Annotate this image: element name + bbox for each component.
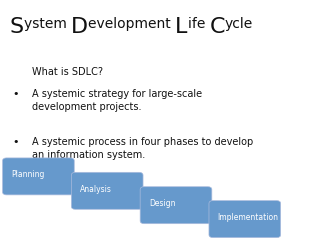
Text: D: D: [71, 17, 88, 37]
Text: •: •: [13, 137, 19, 147]
Text: ystem: ystem: [24, 17, 71, 31]
Text: Analysis: Analysis: [80, 185, 112, 194]
FancyBboxPatch shape: [71, 172, 143, 209]
Text: C: C: [209, 17, 225, 37]
Text: Design: Design: [149, 199, 175, 208]
FancyBboxPatch shape: [209, 201, 281, 238]
FancyBboxPatch shape: [140, 187, 212, 224]
Text: evelopment: evelopment: [88, 17, 175, 31]
FancyBboxPatch shape: [3, 158, 74, 195]
Text: What is SDLC?: What is SDLC?: [32, 67, 103, 77]
Text: ife: ife: [188, 17, 209, 31]
Text: L: L: [175, 17, 188, 37]
Text: S: S: [10, 17, 24, 37]
Text: A systemic strategy for large-scale
development projects.: A systemic strategy for large-scale deve…: [32, 89, 202, 112]
Text: ycle: ycle: [225, 17, 253, 31]
Text: •: •: [13, 89, 19, 99]
Text: Planning: Planning: [11, 170, 44, 179]
Text: A systemic process in four phases to develop
an information system.: A systemic process in four phases to dev…: [32, 137, 253, 160]
Text: Implementation: Implementation: [218, 213, 279, 222]
